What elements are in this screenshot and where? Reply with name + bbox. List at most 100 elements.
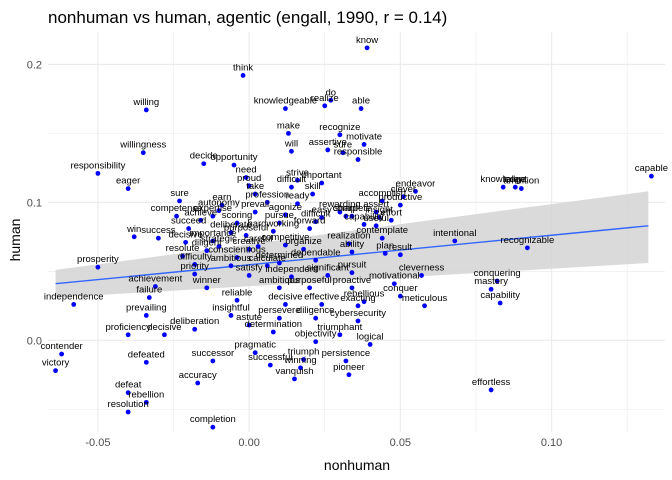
data-point (295, 201, 300, 207)
point-label: meticulous (402, 293, 448, 304)
data-point (524, 245, 530, 251)
point-label: easy (312, 205, 332, 216)
data-point (355, 157, 361, 162)
data-point (319, 180, 325, 186)
trend-line (55, 225, 649, 285)
point-label: prevailing (126, 302, 167, 313)
point-label: insightful (212, 302, 250, 313)
data-point (210, 424, 216, 430)
point-label: opportunity (210, 152, 257, 163)
point-label: pragmatic (234, 340, 276, 351)
point-label: productive (378, 192, 422, 203)
point-label: failure (136, 285, 162, 296)
point-label: forward (294, 216, 326, 227)
point-label: exacting (340, 293, 375, 304)
data-point (283, 242, 288, 248)
point-label: recognizable (500, 235, 554, 246)
point-label: cleverness (399, 262, 445, 273)
data-point (373, 223, 379, 229)
point-label: conquer (383, 283, 417, 294)
data-point (337, 332, 343, 338)
data-point (192, 271, 198, 277)
data-point (322, 103, 328, 109)
point-label: endeavor (396, 178, 436, 189)
data-point (252, 209, 258, 215)
data-point (204, 285, 210, 291)
data-point (125, 390, 131, 396)
data-point (131, 234, 137, 240)
point-label: ambitious (211, 253, 252, 264)
data-point (648, 173, 654, 179)
data-point (313, 219, 319, 225)
point-label: willingness (119, 140, 166, 151)
point-label: autonomy (198, 198, 240, 209)
data-point (246, 246, 252, 252)
point-label: result (389, 242, 413, 253)
data-point (518, 186, 524, 191)
point-label: proud (237, 173, 261, 184)
data-point (340, 150, 346, 156)
point-label: ready (286, 191, 310, 202)
point-label: will (284, 138, 298, 149)
point-label: assertive (309, 137, 347, 148)
point-label: independent (265, 264, 318, 275)
point-label: mastery (474, 276, 508, 287)
data-point (289, 184, 294, 190)
data-point (346, 241, 352, 247)
data-point (210, 213, 216, 219)
point-label: cybersecurity (330, 308, 386, 319)
data-point (337, 209, 343, 215)
point-label: decide (190, 151, 218, 162)
point-label: rebellion (128, 389, 164, 400)
data-point (95, 170, 101, 176)
data-point (177, 198, 182, 204)
data-point (216, 208, 222, 214)
point-label: strive (286, 167, 309, 178)
point-label: success (141, 225, 176, 236)
point-label: difficult (301, 209, 331, 220)
point-label: motivational (369, 271, 420, 282)
point-label: expertise (194, 203, 233, 214)
data-point (210, 238, 216, 244)
data-point (283, 212, 288, 218)
data-point (367, 342, 373, 347)
point-label: contemplate (356, 225, 408, 236)
data-point (325, 273, 331, 278)
point-label: sure (334, 140, 352, 151)
data-point (143, 399, 149, 405)
data-point (219, 202, 225, 208)
point-label: profession (245, 189, 289, 200)
point-label: determined (256, 250, 304, 261)
data-point (400, 194, 406, 200)
trend-line-layer (55, 225, 649, 285)
data-point (252, 191, 258, 197)
point-label: conscientious (208, 245, 266, 256)
point-label: difficulty (178, 251, 212, 262)
data-point (325, 147, 331, 153)
y-axis-ticks: 0.0 0.1 0.2 (27, 59, 42, 347)
data-point (289, 148, 294, 154)
data-point (255, 244, 261, 249)
data-point (125, 409, 131, 415)
data-point (228, 263, 234, 269)
point-label: agonize (269, 202, 302, 213)
point-label: earn (212, 192, 231, 203)
point-label: assert (363, 199, 389, 210)
point-label: proactive (333, 275, 372, 286)
data-point (270, 329, 276, 335)
data-point (143, 313, 149, 318)
data-point (391, 281, 397, 287)
point-label: take (246, 181, 264, 192)
data-point (349, 249, 355, 255)
point-label: sure (170, 188, 188, 199)
data-point (319, 215, 325, 220)
point-label: eager (116, 176, 140, 187)
data-point (494, 278, 500, 284)
point-label: winner (192, 275, 221, 286)
data-point (298, 365, 303, 371)
data-point (228, 230, 234, 236)
data-point (328, 97, 334, 103)
point-label: proficiency (105, 322, 151, 333)
